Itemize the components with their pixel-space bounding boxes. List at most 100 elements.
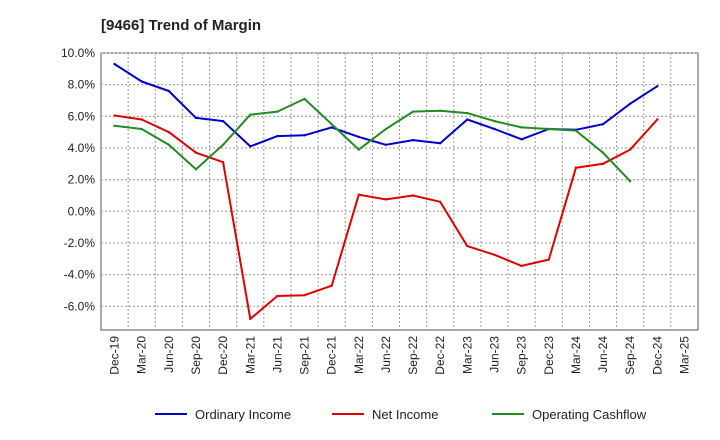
x-tick-label: Sep-20	[189, 336, 203, 375]
data-point-operating-cashflow	[113, 124, 116, 128]
x-tick-label: Sep-22	[406, 336, 420, 375]
data-point-ordinary-income	[601, 123, 605, 126]
data-point-ordinary-income	[276, 134, 279, 138]
data-point-operating-cashflow	[520, 126, 523, 129]
x-tick-label: Mar-21	[243, 336, 257, 374]
data-point-ordinary-income	[249, 145, 252, 148]
data-point-ordinary-income	[194, 116, 198, 120]
data-point-ordinary-income	[113, 62, 116, 66]
data-point-operating-cashflow	[249, 113, 252, 116]
x-tick-label: Sep-24	[623, 336, 637, 375]
data-point-operating-cashflow	[411, 110, 415, 113]
y-tick-label: 6.0%	[68, 109, 96, 123]
y-tick-label: 10.0%	[61, 46, 95, 60]
x-tick-label: Sep-21	[298, 336, 312, 375]
data-point-ordinary-income	[221, 119, 225, 123]
data-point-net-income	[411, 194, 415, 197]
y-tick-label: 0.0%	[68, 204, 96, 218]
data-point-ordinary-income	[140, 80, 143, 83]
data-point-ordinary-income	[439, 142, 442, 145]
y-tick-label: 4.0%	[68, 141, 96, 155]
x-tick-label: Jun-21	[270, 336, 284, 373]
data-point-operating-cashflow	[628, 180, 632, 183]
x-tick-label: Jun-23	[487, 336, 501, 373]
data-point-operating-cashflow	[601, 151, 605, 154]
data-point-net-income	[466, 244, 469, 248]
data-point-operating-cashflow	[221, 143, 225, 147]
x-tick-label: Dec-24	[650, 336, 664, 375]
data-point-ordinary-income	[656, 85, 659, 88]
x-tick-label: Dec-20	[216, 336, 230, 375]
data-point-operating-cashflow	[276, 110, 279, 113]
data-point-net-income	[601, 162, 605, 165]
data-point-net-income	[493, 253, 496, 257]
data-point-net-income	[194, 151, 198, 154]
data-point-operating-cashflow	[493, 119, 496, 123]
data-point-net-income	[520, 264, 523, 268]
x-tick-label: Dec-19	[108, 336, 122, 375]
y-tick-label: -2.0%	[64, 236, 96, 250]
data-point-net-income	[574, 166, 578, 169]
y-tick-label: 2.0%	[68, 173, 96, 187]
x-tick-label: Jun-20	[162, 336, 176, 373]
data-point-operating-cashflow	[574, 129, 578, 132]
x-tick-label: Dec-23	[542, 336, 556, 375]
plot-area	[100, 52, 699, 331]
data-point-operating-cashflow	[140, 127, 143, 131]
data-point-ordinary-income	[303, 134, 306, 137]
data-point-net-income	[249, 317, 252, 321]
x-tick-label: Jun-24	[596, 336, 610, 373]
data-point-net-income	[547, 258, 550, 261]
data-point-ordinary-income	[628, 102, 632, 105]
legend-label: Ordinary Income	[195, 407, 291, 422]
x-tick-label: Mar-24	[569, 336, 583, 374]
data-point-operating-cashflow	[194, 168, 198, 171]
data-point-operating-cashflow	[167, 143, 171, 147]
x-tick-label: Dec-22	[433, 336, 447, 375]
legend-label: Net Income	[372, 407, 438, 422]
series-lines	[113, 62, 659, 321]
data-point-net-income	[439, 200, 442, 203]
data-point-ordinary-income	[493, 127, 496, 131]
data-point-operating-cashflow	[547, 127, 550, 131]
x-tick-label: Jun-22	[379, 336, 393, 373]
x-tick-label: Sep-23	[515, 336, 529, 375]
data-point-operating-cashflow	[357, 148, 360, 151]
chart-title: [9466] Trend of Margin	[101, 17, 262, 34]
data-point-net-income	[656, 118, 659, 121]
data-point-operating-cashflow	[303, 97, 306, 101]
data-point-operating-cashflow	[330, 123, 333, 126]
data-point-net-income	[628, 148, 632, 151]
series-line-operating-cashflow	[114, 97, 631, 182]
data-point-operating-cashflow	[439, 109, 442, 112]
y-axis-ticks: 10.0% 8.0% 6.0% 4.0% 2.0% 0.0% -2.0% -4.0% -6.0%	[61, 46, 95, 313]
x-tick-label: Mar-22	[352, 336, 366, 374]
data-point-operating-cashflow	[384, 127, 388, 131]
data-point-ordinary-income	[411, 138, 415, 142]
data-point-net-income	[303, 293, 306, 297]
data-point-net-income	[221, 161, 225, 164]
data-point-net-income	[140, 118, 143, 121]
data-point-ordinary-income	[167, 89, 171, 93]
data-point-net-income	[357, 193, 360, 196]
data-point-net-income	[276, 294, 279, 298]
data-point-ordinary-income	[330, 126, 333, 129]
x-tick-label: Mar-20	[135, 336, 149, 374]
legend-label: Operating Cashflow	[532, 407, 647, 422]
data-point-ordinary-income	[384, 143, 388, 147]
data-point-ordinary-income	[466, 118, 469, 121]
data-point-net-income	[167, 130, 171, 134]
data-point-net-income	[330, 284, 333, 287]
data-point-net-income	[113, 114, 116, 117]
x-tick-label: Dec-21	[325, 336, 339, 375]
data-point-net-income	[384, 198, 388, 201]
data-point-ordinary-income	[520, 138, 523, 141]
y-tick-label: 8.0%	[68, 78, 96, 92]
x-tick-label: Mar-23	[460, 336, 474, 374]
legend: Ordinary Income Net Income Operating Cashf…	[155, 407, 647, 422]
y-tick-label: -6.0%	[64, 299, 96, 313]
x-axis-ticks: Dec-19 Mar-20 Jun-20 Sep-20 Dec-20 Mar-21 Jun-…	[108, 336, 692, 375]
data-point-ordinary-income	[357, 135, 360, 139]
x-tick-label: Mar-25	[677, 336, 691, 374]
